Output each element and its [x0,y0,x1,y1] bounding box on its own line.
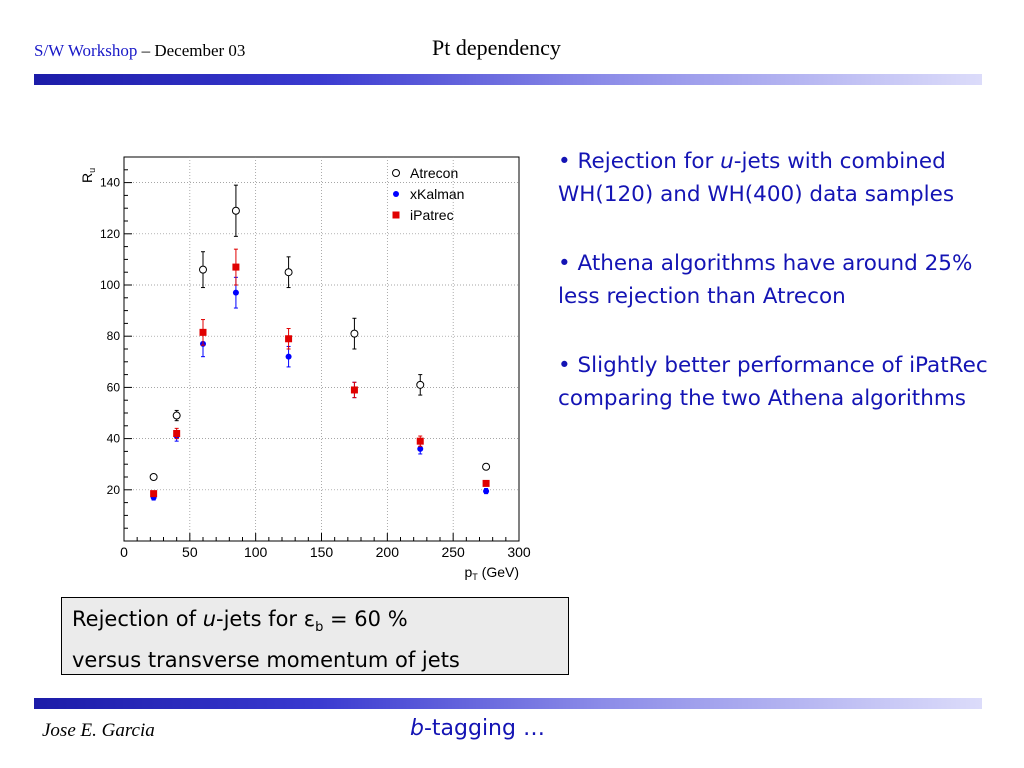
atrecon-point [199,265,207,274]
y-tick-label: 40 [107,432,121,446]
legend-marker-xkalman [393,191,399,197]
atrecon-point [482,462,491,471]
xkalman-point [483,488,490,495]
x-tick-label: 0 [120,544,128,560]
atrecon-point [350,329,359,338]
x-tick-label: 150 [310,544,334,560]
x-tick-label: 50 [182,544,198,560]
atrecon-point [416,380,425,389]
legend-label-xkalman: xKalman [410,186,464,202]
header-dash: – [137,41,155,60]
ipatrec-point [232,263,240,271]
ipatrec-point [482,479,490,487]
workshop-name: S/W Workshop [34,41,138,60]
atrecon-point [172,411,181,420]
x-tick-label: 100 [244,544,268,560]
ipatrec-point [350,386,358,394]
y-tick-label: 120 [100,227,120,241]
bullet-2: • Athena algorithms have around 25% less… [558,251,973,309]
y-tick-label: 60 [107,380,121,394]
y-axis-label: Ru [79,168,97,183]
bottom-divider-bar [34,698,982,709]
legend-label-atrecon: Atrecon [410,165,458,181]
y-tick-label: 20 [107,483,121,497]
xkalman-point [285,353,292,360]
caption-line-1: Rejection of u-jets for εb = 60 % [72,607,408,636]
bullet-list: • Rejection for u-jets with combined WH(… [558,145,1008,451]
legend-label-ipatrec: iPatrec [410,207,454,223]
chart-caption-box: Rejection of u-jets for εb = 60 % versus… [61,597,569,675]
ipatrec-point [285,335,293,343]
top-divider-bar [34,74,982,85]
atrecon-point [149,473,158,481]
y-tick-label: 140 [100,176,120,190]
bullet-3: • Slightly better performance of iPatRec… [558,353,988,411]
ipatrec-point [199,328,207,336]
xkalman-point [232,289,239,296]
atrecon-point [231,206,240,215]
x-tick-label: 250 [441,544,465,560]
footer-topic: b-tagging … [410,716,545,741]
y-tick-label: 100 [100,278,120,292]
y-tick-label: 80 [107,329,121,343]
x-tick-label: 300 [507,544,531,560]
x-axis-label: pT (GeV) [464,564,519,582]
slide-title: Pt dependency [432,35,561,60]
rejection-chart: 20 40 60 80 100 120 140 0 50 100 150 200 250 300 pT (G… [79,156,531,582]
x-tick-label: 200 [376,544,400,560]
bullet-1: • Rejection for u-jets with combined WH(… [558,149,955,207]
header-date: December 03 [154,41,246,60]
xkalman-point [417,445,424,452]
legend-marker-ipatrec [392,211,400,219]
footer-author: Jose E. Garcia [42,720,155,741]
atrecon-point [284,268,293,277]
ipatrec-point [416,437,424,445]
header-left: S/W Workshop – December 03 [34,41,245,61]
ipatrec-point [150,490,158,498]
caption-line-2: versus transverse momentum of jets [72,648,460,673]
ipatrec-point [173,429,181,437]
legend-marker-atrecon [392,169,400,177]
